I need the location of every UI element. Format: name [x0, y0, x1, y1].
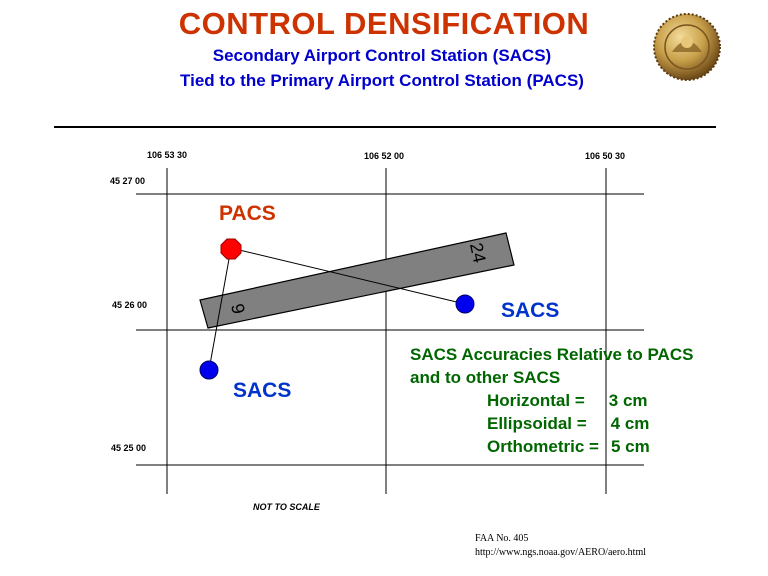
- longitude-label-1: 106 53 30: [147, 150, 188, 160]
- latitude-label-3: 45 25 00: [111, 443, 147, 453]
- runway-end-9: 9: [227, 302, 249, 316]
- latitude-label-1: 45 27 00: [110, 176, 146, 186]
- runway-end-24: 24: [466, 241, 490, 265]
- longitude-label-2: 106 52 00: [364, 151, 405, 161]
- accuracy-row-ellipsoidal: Ellipsoidal = 4 cm: [410, 412, 693, 435]
- scale-note: NOT TO SCALE: [253, 502, 320, 512]
- subtitle-sacs: Secondary Airport Control Station (SACS): [212, 46, 552, 65]
- accuracy-label: Orthometric =: [487, 437, 599, 456]
- accuracy-heading-2: and to other SACS: [410, 368, 561, 387]
- pacs-label: PACS: [219, 202, 276, 225]
- faa-number: FAA No. 405: [475, 533, 529, 544]
- accuracy-label: Horizontal =: [487, 391, 585, 410]
- sacs-south-label: SACS: [233, 379, 292, 402]
- runway: [199, 232, 515, 329]
- accuracy-value: 5 cm: [610, 437, 650, 456]
- tie-line-pacs-sacs-south: [208, 247, 232, 371]
- accuracy-label: Ellipsoidal =: [487, 414, 587, 433]
- source-url: http://www.ngs.noaa.gov/AERO/aero.html: [475, 547, 646, 558]
- sacs-east-label: SACS: [501, 299, 560, 322]
- accuracy-heading-1: SACS Accuracies Relative to PACS: [410, 345, 694, 364]
- accuracy-row-horizontal: Horizontal = 3 cm: [410, 389, 693, 412]
- sacs-east-station-marker: [455, 294, 475, 314]
- footer-reference: FAA No. 405 http://www.ngs.noaa.gov/AERO…: [475, 532, 646, 560]
- accuracy-block: SACS Accuracies Relative to PACS and to …: [410, 343, 693, 458]
- subtitle-pacs: Tied to the Primary Airport Control Stat…: [180, 71, 584, 90]
- accuracy-value: 3 cm: [608, 391, 648, 410]
- latitude-label-2: 45 26 00: [112, 300, 148, 310]
- header-divider: [54, 126, 716, 128]
- page-title: CONTROL DENSIFICATION: [178, 6, 590, 41]
- tie-line-pacs-sacs-east: [230, 247, 466, 305]
- sacs-south-station-marker: [199, 360, 219, 380]
- accuracy-row-orthometric: Orthometric = 5 cm: [410, 435, 693, 458]
- longitude-label-3: 106 50 30: [585, 151, 626, 161]
- accuracy-value: 4 cm: [610, 414, 650, 433]
- pacs-station-marker: [220, 238, 242, 260]
- noaa-seal-icon: [653, 13, 721, 81]
